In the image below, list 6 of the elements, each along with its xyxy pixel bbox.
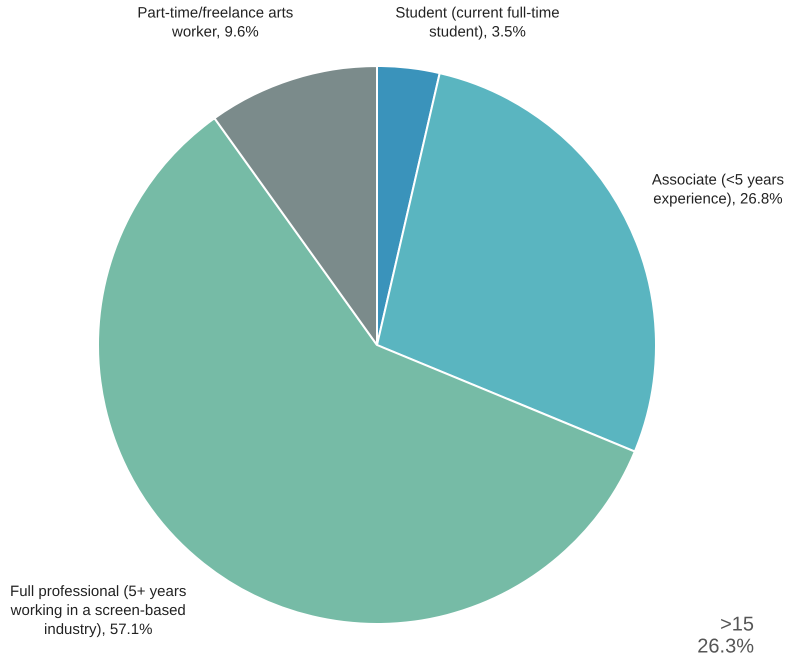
slice-label: Part-time/freelance arts worker, 9.6% — [137, 4, 294, 41]
text: >15 — [720, 614, 754, 636]
slice-label: Full professional (5+ years working in a screen-based industry), 57.1% — [10, 582, 186, 638]
slice-label: Associate (<5 years experience), 26.8% — [652, 171, 784, 208]
text: 26.3% — [697, 636, 754, 658]
slice-label: Student (current full-time student), 3.5% — [395, 4, 560, 41]
